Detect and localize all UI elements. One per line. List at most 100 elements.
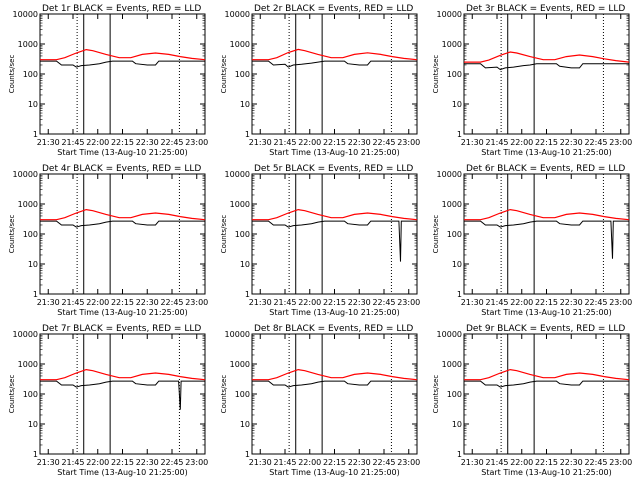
y-tick-label: 10 (452, 100, 462, 109)
lld-series-line (464, 208, 630, 221)
y-tick-label: 1000 (230, 200, 250, 209)
x-tick-label: 23:00 (609, 458, 632, 467)
x-axis-label: Start Time (13-Aug-10 21:25:00) (269, 468, 400, 477)
y-tick-label: 1 (33, 450, 38, 459)
y-tick-label: 1 (457, 450, 462, 459)
y-tick-label: 10 (240, 420, 250, 429)
events-series-line (464, 63, 629, 71)
x-tick-label: 22:30 (348, 298, 371, 307)
events-series-line (464, 220, 629, 259)
y-tick-label: 10 (240, 260, 250, 269)
x-tick-label: 22:30 (560, 138, 583, 147)
y-tick-label: 10 (240, 100, 250, 109)
y-tick-label: 100 (447, 230, 462, 239)
panel-6: Det 6r BLACK = Events, RED = LLD 1 10 100 10… (432, 164, 632, 317)
x-tick-label: 21:45 (273, 458, 296, 467)
x-tick-label: 23:00 (397, 298, 420, 307)
y-axis-label: Counts/sec (432, 215, 440, 254)
events-series-line (464, 380, 629, 388)
x-tick-label: 22:45 (584, 298, 607, 307)
x-axis-label: Start Time (13-Aug-10 21:25:00) (481, 308, 612, 317)
y-axis-label: Counts/sec (220, 215, 228, 254)
x-tick-label: 23:00 (185, 298, 208, 307)
y-tick-label: 1000 (18, 360, 38, 369)
x-tick-label: 22:45 (160, 298, 183, 307)
y-tick-label: 1 (245, 450, 250, 459)
y-tick-label: 10000 (13, 170, 38, 179)
lld-series-line (40, 48, 206, 61)
y-tick-label: 100 (235, 390, 250, 399)
x-tick-label: 22:15 (535, 458, 558, 467)
panel-title: Det 3r BLACK = Events, RED = LLD (466, 4, 625, 14)
y-tick-label: 10000 (225, 330, 250, 339)
x-tick-label: 22:45 (584, 458, 607, 467)
y-axis-label: Counts/sec (8, 215, 16, 254)
x-tick-label: 22:15 (535, 298, 558, 307)
y-tick-label: 1 (245, 130, 250, 139)
events-series-line (252, 60, 417, 68)
lld-series-line (464, 51, 630, 63)
plot-frame (251, 13, 418, 135)
x-tick-label: 22:45 (372, 458, 395, 467)
x-tick-label: 22:00 (510, 138, 533, 147)
panel-9: Det 9r BLACK = Events, RED = LLD 1 10 100 10… (432, 324, 632, 477)
y-tick-label: 1000 (442, 40, 462, 49)
y-tick-label: 10000 (437, 170, 462, 179)
y-tick-label: 1 (245, 290, 250, 299)
x-tick-label: 21:30 (461, 458, 484, 467)
x-tick-label: 23:00 (185, 138, 208, 147)
panel-title: Det 6r BLACK = Events, RED = LLD (466, 164, 625, 174)
y-axis-label: Counts/sec (432, 375, 440, 414)
y-tick-label: 100 (447, 390, 462, 399)
lld-series-line (40, 208, 206, 221)
y-tick-label: 1 (457, 130, 462, 139)
panel-title: Det 4r BLACK = Events, RED = LLD (42, 164, 201, 174)
panel-4: Det 4r BLACK = Events, RED = LLD 1 10 100 10… (8, 164, 208, 317)
lld-series-line (464, 368, 630, 381)
panel-7: Det 7r BLACK = Events, RED = LLD 1 10 100 10… (8, 324, 208, 477)
x-tick-label: 22:45 (160, 138, 183, 147)
y-tick-label: 100 (235, 70, 250, 79)
x-tick-label: 21:30 (37, 138, 60, 147)
x-tick-label: 21:45 (61, 458, 84, 467)
y-tick-label: 10 (28, 420, 38, 429)
lld-series-line (40, 368, 206, 381)
y-axis-label: Counts/sec (8, 375, 16, 414)
x-tick-label: 22:30 (136, 298, 159, 307)
x-tick-label: 21:45 (61, 298, 84, 307)
plot-frame (39, 13, 206, 135)
y-tick-label: 1 (457, 290, 462, 299)
panel-title: Det 1r BLACK = Events, RED = LLD (42, 4, 201, 14)
y-tick-label: 100 (23, 390, 38, 399)
events-series-line (40, 60, 205, 68)
plot-frame (251, 333, 418, 455)
x-tick-label: 22:15 (111, 138, 134, 147)
x-tick-label: 22:30 (136, 458, 159, 467)
panel-title: Det 9r BLACK = Events, RED = LLD (466, 324, 625, 334)
panel-title: Det 5r BLACK = Events, RED = LLD (254, 164, 413, 174)
y-axis-label: Counts/sec (220, 55, 228, 94)
x-tick-label: 21:30 (37, 458, 60, 467)
panel-3: Det 3r BLACK = Events, RED = LLD 1 10 100 10… (432, 4, 632, 157)
x-tick-label: 22:15 (111, 458, 134, 467)
x-tick-label: 21:45 (273, 138, 296, 147)
events-series-line (252, 220, 417, 262)
x-tick-label: 22:00 (298, 458, 321, 467)
panel-title: Det 7r BLACK = Events, RED = LLD (42, 324, 201, 334)
x-axis-label: Start Time (13-Aug-10 21:25:00) (269, 308, 400, 317)
x-tick-label: 22:45 (372, 138, 395, 147)
y-tick-label: 1000 (18, 40, 38, 49)
plot-frame (463, 13, 630, 135)
y-tick-label: 10000 (437, 10, 462, 19)
x-tick-label: 22:45 (160, 458, 183, 467)
y-tick-label: 10 (28, 260, 38, 269)
x-tick-label: 21:30 (461, 298, 484, 307)
y-tick-label: 10000 (225, 10, 250, 19)
y-tick-label: 1 (33, 130, 38, 139)
y-tick-label: 10000 (13, 10, 38, 19)
x-tick-label: 23:00 (397, 458, 420, 467)
x-tick-label: 22:00 (86, 458, 109, 467)
y-tick-label: 1 (33, 290, 38, 299)
lld-series-line (252, 48, 418, 61)
y-tick-label: 100 (23, 70, 38, 79)
